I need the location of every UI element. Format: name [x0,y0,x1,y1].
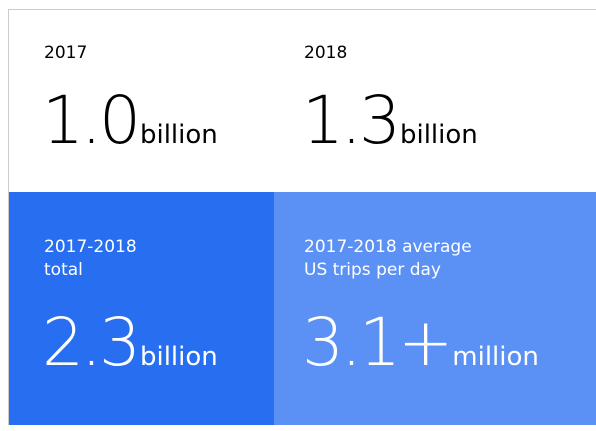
stat-figure: 2.3billion [42,304,218,381]
stat-value: 1.0 [42,82,141,159]
stat-unit: billion [139,120,218,150]
stat-unit: billion [139,342,218,372]
stat-tile: 2018 1.3billion [274,10,596,192]
frame [8,9,596,425]
stat-label: 2017-2018 average US trips per day [304,237,472,280]
stat-label: 2017 [44,43,88,63]
stat-label: 2018 [304,43,348,63]
stat-figure: 1.0billion [42,82,218,159]
stat-tile: 2017-2018 average US trips per day 3.1+m… [274,192,596,425]
stat-value: 3.1+ [302,304,453,381]
stat-figure: 1.3billion [302,82,478,159]
stat-label: 2017-2018 total [44,237,137,280]
stat-figure: 3.1+million [302,304,539,381]
stat-tile: 2017 1.0billion [9,10,274,192]
stat-value: 1.3 [302,82,401,159]
stat-unit: million [452,342,539,372]
stat-unit: billion [399,120,478,150]
stat-tile: 2017-2018 total 2.3billion [9,192,274,425]
stat-value: 2.3 [42,304,141,381]
